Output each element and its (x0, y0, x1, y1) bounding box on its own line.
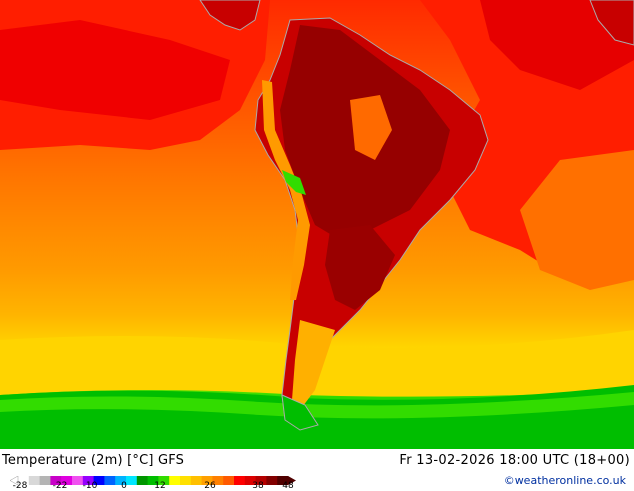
color-scale-swatch (255, 476, 267, 485)
valid-time: Fr 13-02-2026 18:00 UTC (18+00) (399, 453, 630, 468)
color-scale: -28 -22 -10 0 12 26 38 48 (0, 471, 300, 491)
scale-tick-label: -28 (12, 481, 28, 491)
temperature-field (0, 0, 634, 449)
color-scale-swatch (234, 476, 246, 485)
color-scale-swatch (223, 476, 235, 485)
color-scale-swatch (50, 476, 62, 485)
andes-cold-spots (282, 170, 306, 195)
color-scale-swatch (72, 476, 84, 485)
scale-min-arrow (9, 475, 19, 486)
color-scale-swatch (82, 476, 95, 485)
color-scale-swatch (169, 476, 181, 485)
credit-link[interactable]: ©weatheronline.co.uk (503, 474, 626, 487)
scale-tick-label: 38 (252, 481, 264, 491)
africa-corner-land (589, 0, 634, 46)
scale-tick-label: -10 (82, 481, 98, 491)
color-scale-swatch (212, 476, 224, 485)
warm-pacific-core (0, 20, 230, 120)
color-scale-swatch (61, 476, 73, 485)
warm-atlantic-core (480, 0, 634, 90)
scale-tick-label: 0 (121, 481, 127, 491)
color-scale-swatch (190, 476, 203, 485)
color-scale-swatch (158, 476, 170, 485)
patagonia-warm (292, 320, 335, 410)
color-scale-swatch (18, 476, 30, 485)
color-scale-swatch (147, 476, 159, 485)
color-scale-swatch (115, 476, 127, 485)
color-scale-swatch (28, 476, 41, 485)
tierra-del-fuego (281, 394, 319, 431)
scale-tick-label: -22 (52, 481, 68, 491)
map-footer: Temperature (2m) [°C] GFS Fr 13-02-2026 … (0, 449, 634, 491)
chaco-hot-core (325, 225, 395, 310)
andes-cool-strip (262, 80, 310, 300)
color-scale-swatch (266, 476, 278, 485)
lightgreen-band (0, 392, 634, 419)
brazil-highland (350, 95, 392, 160)
scale-tick-label: 12 (154, 481, 166, 491)
scale-max-arrow (288, 476, 296, 485)
color-scale-swatch (126, 476, 138, 485)
color-scale-swatch (93, 476, 105, 485)
color-scale-swatch (244, 476, 257, 485)
color-scale-swatch (180, 476, 192, 485)
color-scale-swatch (201, 476, 213, 485)
color-scale-swatch (104, 476, 116, 485)
scale-tick-label: 48 (282, 481, 294, 491)
color-scale-swatch (136, 476, 149, 485)
temperature-map (0, 0, 634, 449)
color-scale-swatch (39, 476, 51, 485)
central-america-land (199, 0, 261, 31)
scale-tick-label: 26 (204, 481, 216, 491)
orange-atlantic-band (520, 150, 634, 290)
map-title: Temperature (2m) [°C] GFS (2, 453, 185, 468)
color-scale-bar (9, 475, 296, 486)
color-scale-swatch (277, 476, 289, 485)
